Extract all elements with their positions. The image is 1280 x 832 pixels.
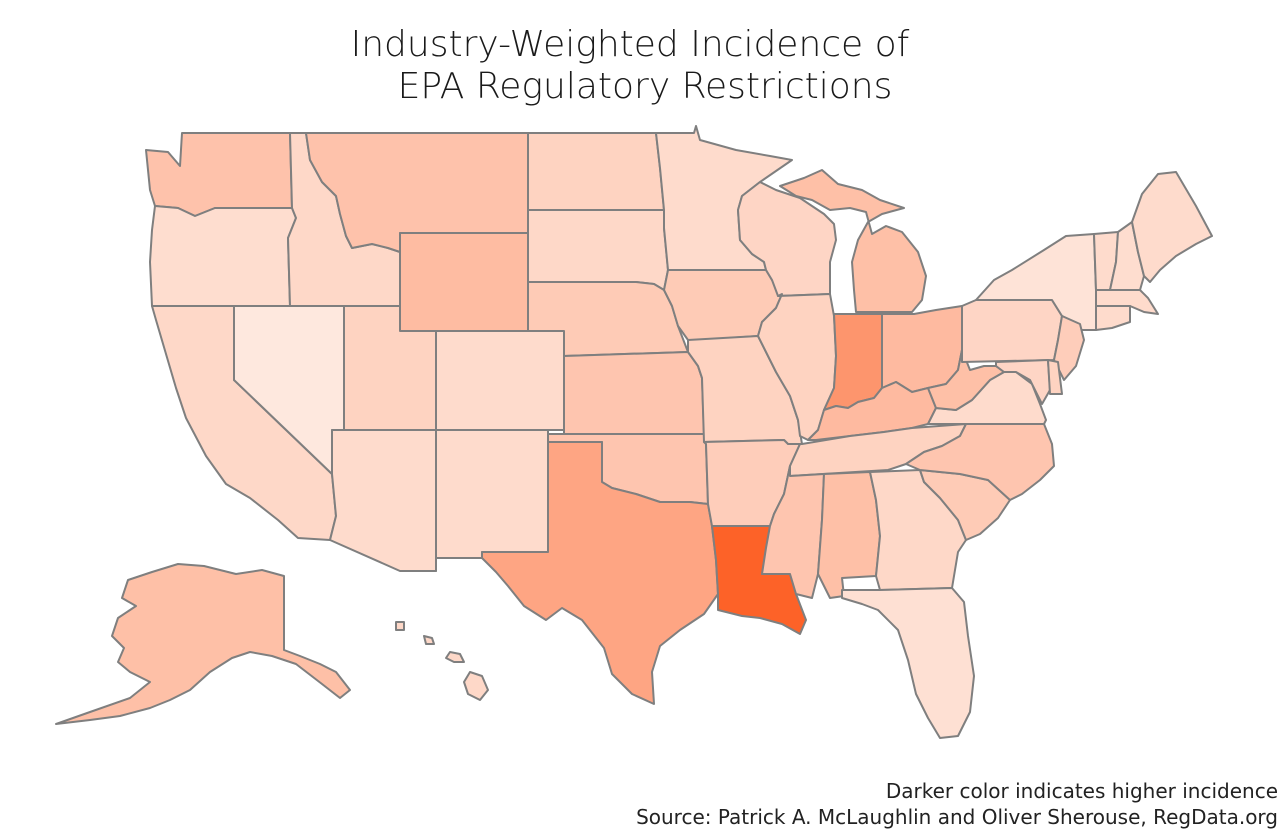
state-WA <box>145 132 293 217</box>
state-NJ <box>1053 315 1085 381</box>
state-TX <box>481 441 719 705</box>
state-OR <box>149 205 297 307</box>
state-WY <box>399 232 529 332</box>
state-HI <box>463 671 489 701</box>
state-ND <box>527 132 665 211</box>
state-CT <box>1095 305 1131 331</box>
state-HI-kauai <box>395 621 405 631</box>
legend-note: Darker color indicates higher incidence <box>885 779 1278 803</box>
map-footer: Darker color indicates higher incidence … <box>636 778 1278 830</box>
map-title-line-2: EPA Regulatory Restrictions <box>397 66 893 107</box>
map-title-line-1: Industry-Weighted Incidence of <box>350 24 910 65</box>
state-MI <box>779 169 927 313</box>
state-HI-maui <box>445 651 465 663</box>
state-NC <box>905 423 1055 501</box>
source-credit: Source: Patrick A. McLaughlin and Oliver… <box>636 805 1278 829</box>
state-KS <box>563 351 705 435</box>
state-NM <box>435 429 549 572</box>
state-AL <box>817 471 881 599</box>
state-DE <box>1047 359 1063 395</box>
state-ME <box>1131 171 1213 283</box>
state-CO <box>435 330 565 431</box>
state-FL <box>841 587 975 739</box>
map-title: Industry-Weighted Incidence of EPA Regul… <box>0 24 1280 108</box>
state-HI-oahu <box>423 635 435 645</box>
state-AZ <box>329 429 437 572</box>
state-SD <box>527 209 669 291</box>
state-PA <box>961 299 1063 363</box>
state-AK <box>55 563 351 725</box>
